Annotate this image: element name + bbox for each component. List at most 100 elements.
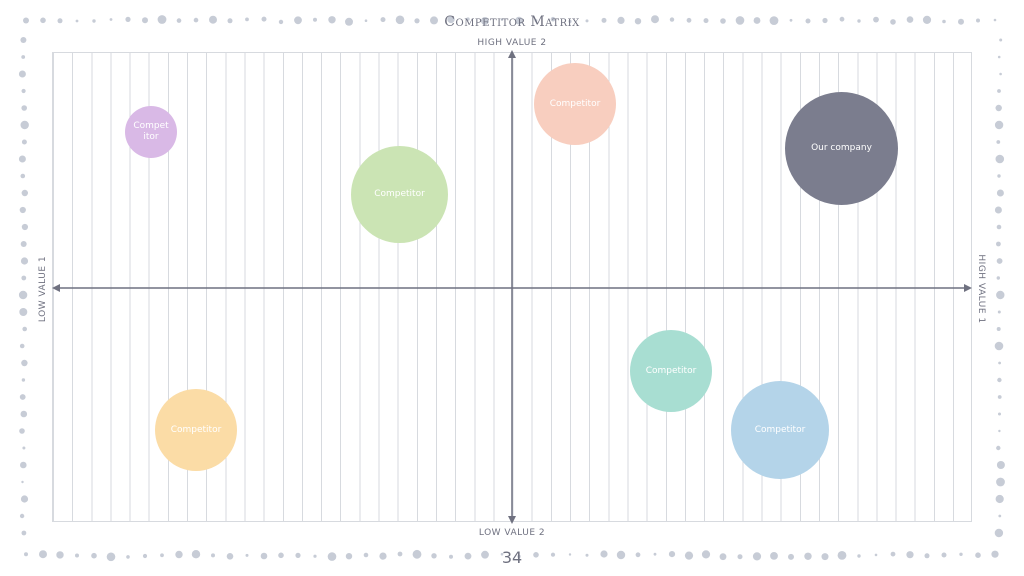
border-dot [517,554,521,559]
border-dot [585,553,589,557]
border-dot [209,15,217,24]
border-dot [550,16,556,22]
border-dot [227,18,233,24]
border-dot [92,19,96,23]
border-dot [616,550,626,560]
border-dot [996,140,1001,144]
border-dot [703,18,709,24]
border-dot [20,241,27,247]
bubble-competitor-5: Competitor [155,389,237,471]
border-dot [890,551,896,557]
border-dot [821,553,829,561]
border-dot [737,554,743,560]
border-dot [40,17,46,24]
bubble-competitor-4: Competitor [630,330,712,412]
border-dot [701,550,711,559]
border-dot [157,15,167,24]
border-dot [327,552,337,561]
border-dot [752,552,762,561]
border-dot [857,554,861,558]
border-dot [906,16,914,23]
border-dot [994,528,1004,538]
border-dot [22,326,28,332]
border-dot [21,480,24,484]
border-dot [466,17,470,21]
border-dot [20,461,27,469]
border-dot [226,553,234,560]
border-dot [18,155,26,163]
border-dot [160,553,164,558]
border-dot [669,17,675,22]
border-dot [769,16,779,25]
border-dot [20,173,26,179]
border-dot [21,530,27,536]
border-dot [56,551,64,559]
border-dot [211,553,215,558]
border-dot [57,18,63,24]
border-dot [997,89,1001,93]
bubble-competitor-1: Compet itor [125,106,177,158]
border-dot [906,551,914,559]
border-dot [20,120,29,130]
border-dot [534,19,538,22]
border-dot [996,258,1003,264]
border-dot [313,17,317,22]
border-dot [789,18,793,22]
border-dot [998,429,1001,433]
border-dot [942,19,946,24]
border-dot [568,553,572,556]
border-dot [976,18,980,23]
border-dot [500,552,504,556]
border-dot [686,17,692,23]
axis-label-left: LOW VALUE 1 [38,255,48,323]
border-dot [617,16,625,24]
border-dot [175,550,183,559]
border-dot [447,15,455,24]
border-dot [653,552,657,556]
border-dot [997,55,1001,59]
border-dot [328,16,336,24]
border-dot [975,552,981,558]
border-dot [720,18,726,24]
border-dot [788,553,794,560]
border-dot [996,445,1001,451]
page-number: 34 [501,548,523,567]
border-dot [959,552,963,556]
border-dot [21,275,27,281]
arrow-down-icon [508,516,516,524]
border-dot [91,552,97,559]
border-dot [23,17,29,24]
border-dot [839,16,845,22]
border-dot [126,555,130,559]
border-dot [176,18,182,23]
border-dot [998,412,1001,416]
border-dot [380,17,386,23]
border-dot [193,17,199,23]
bubble-our-company: Our company [785,92,898,205]
border-dot [278,19,284,25]
border-dot [500,18,504,21]
border-dot [295,552,301,559]
border-dot [941,552,947,558]
border-dot [922,15,932,24]
border-dot [363,552,369,558]
border-dot [191,550,201,559]
border-dot [635,552,641,558]
border-dot [278,552,284,559]
border-dot [261,16,267,22]
border-dot [753,17,761,24]
border-dot [481,17,489,25]
border-dot [19,394,26,400]
border-dot [995,104,1002,112]
border-dot [998,361,1001,365]
border-dot [997,310,1001,314]
border-dot [996,327,1001,331]
border-dot [20,410,28,418]
border-dot [997,395,1002,399]
border-dot [21,88,26,94]
border-dot [19,308,28,316]
border-dot [994,341,1004,351]
border-dot [997,174,1001,178]
border-dot [996,241,1001,247]
